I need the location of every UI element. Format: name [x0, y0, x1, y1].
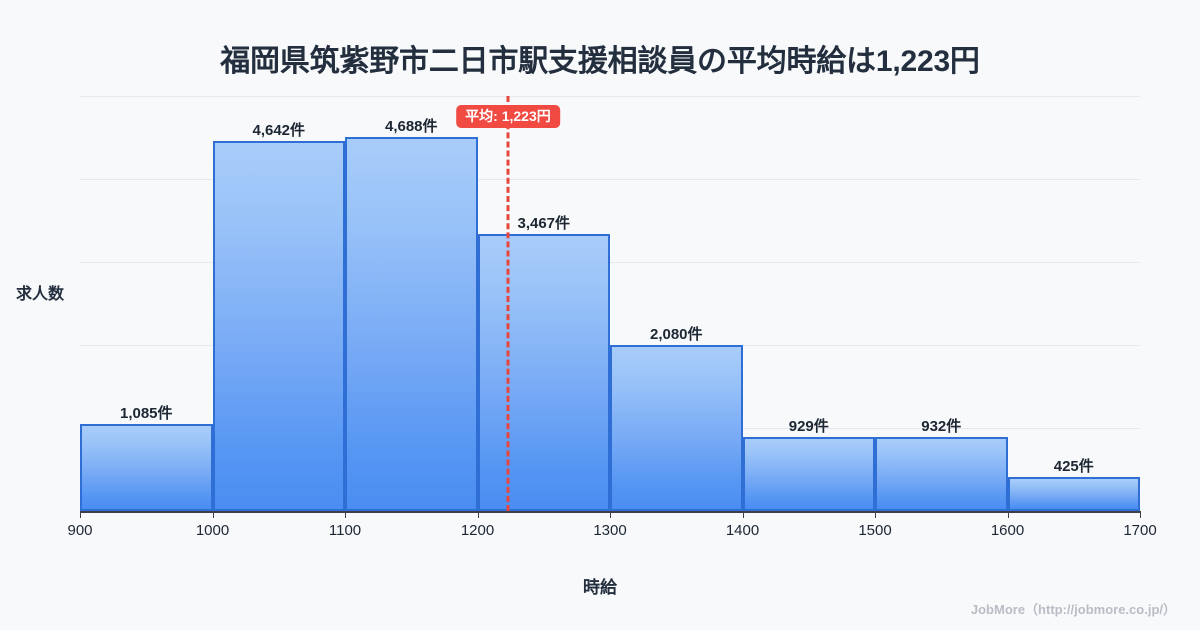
- x-axis-tick: [477, 511, 479, 518]
- x-axis-tick-label: 900: [67, 522, 93, 539]
- x-axis-tick-label: 1000: [195, 522, 230, 539]
- bar[interactable]: [610, 345, 743, 511]
- x-axis: [80, 511, 1141, 518]
- average-badge: 平均: 1,223円: [456, 105, 560, 129]
- x-axis-title: 時給: [583, 578, 617, 597]
- bar-value-label: 1,085件: [119, 405, 173, 423]
- x-axis-tick: [345, 511, 346, 518]
- bar[interactable]: [80, 424, 213, 511]
- x-axis-tick: [1007, 511, 1009, 518]
- bar-value-label: 929件: [788, 417, 829, 435]
- bar-value-label: 3,467件: [517, 215, 571, 233]
- bar-value-label: 4,642件: [252, 121, 306, 139]
- x-axis-tick-label: 1300: [593, 522, 627, 539]
- bar[interactable]: [212, 140, 345, 511]
- bar[interactable]: [477, 234, 610, 511]
- gridline: [80, 262, 1140, 263]
- bars-layer: [80, 96, 1140, 511]
- x-axis-tick-label: 1100: [328, 522, 362, 539]
- x-axis-tick: [742, 511, 744, 518]
- bar[interactable]: [1007, 477, 1140, 511]
- watermark: JobMore（http://jobmore.co.jp/）: [970, 602, 1176, 617]
- x-axis-tick-label: 1700: [1123, 522, 1157, 539]
- gridline: [80, 179, 1140, 180]
- bar[interactable]: [345, 136, 478, 511]
- x-axis-tick: [610, 511, 611, 518]
- x-axis-tick: [212, 511, 214, 518]
- bar[interactable]: [742, 436, 875, 511]
- x-axis-tick: [80, 511, 81, 518]
- y-axis-title: 求人数: [16, 286, 65, 303]
- bar-value-label: 2,080件: [649, 326, 703, 343]
- plot-area: [80, 96, 1140, 511]
- x-axis-tick-label: 1500: [858, 522, 892, 539]
- x-axis-tick-label: 1200: [460, 522, 495, 539]
- average-line: [506, 96, 510, 511]
- chart-title: 福岡県筑紫野市二日市駅支援相談員の平均時給は1,223円: [220, 45, 980, 78]
- x-axis-tick: [875, 511, 876, 518]
- gridline: [80, 96, 1140, 97]
- x-axis-tick-label: 1400: [725, 522, 760, 539]
- x-axis-tick: [1140, 511, 1141, 518]
- bar-value-label: 932件: [921, 417, 962, 435]
- bar-value-label: 425件: [1053, 458, 1094, 476]
- bar[interactable]: [875, 436, 1008, 511]
- x-axis-tick-label: 1600: [990, 522, 1025, 539]
- bar-value-label: 4,688件: [384, 117, 438, 135]
